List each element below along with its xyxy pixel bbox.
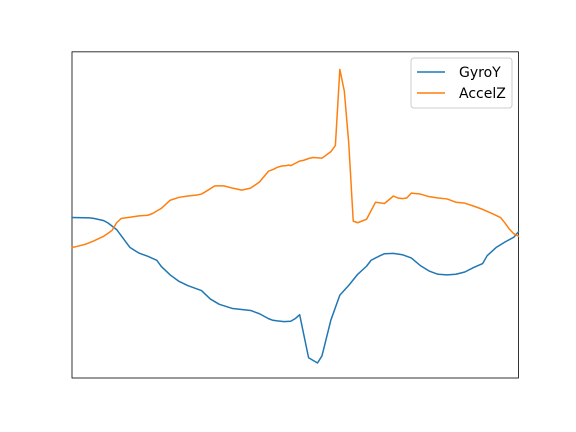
legend-label: GyroY <box>459 65 501 81</box>
series-line-gyroy <box>71 216 520 364</box>
legend-label: AccelZ <box>459 86 506 102</box>
series-layer <box>71 68 520 364</box>
legend-box <box>410 57 513 109</box>
legend-entries: GyroY AccelZ <box>417 65 506 102</box>
legend-item-accelz: AccelZ <box>417 86 506 102</box>
legend-item-gyroy: GyroY <box>417 65 501 81</box>
legend: GyroY AccelZ <box>410 57 513 109</box>
series-line-accelz <box>71 68 520 249</box>
